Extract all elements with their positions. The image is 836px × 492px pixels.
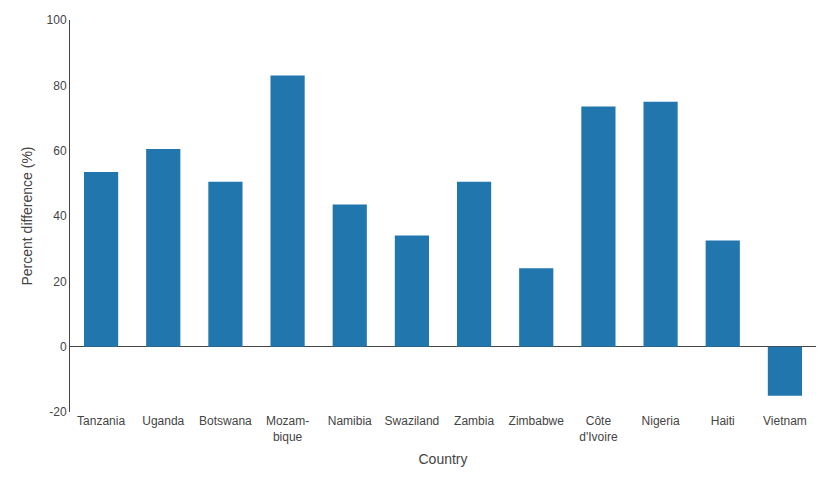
svg-text:Tanzania: Tanzania bbox=[77, 414, 125, 428]
svg-text:100: 100 bbox=[47, 13, 67, 27]
svg-text:20: 20 bbox=[53, 275, 67, 289]
svg-text:Namibia: Namibia bbox=[328, 414, 372, 428]
svg-text:Swaziland: Swaziland bbox=[385, 414, 440, 428]
svg-text:80: 80 bbox=[53, 79, 67, 93]
svg-text:Haiti: Haiti bbox=[711, 414, 735, 428]
svg-text:Botswana: Botswana bbox=[199, 414, 252, 428]
svg-text:Uganda: Uganda bbox=[142, 414, 184, 428]
svg-text:Mozam-bique: Mozam-bique bbox=[266, 414, 309, 444]
svg-text:Vietnam: Vietnam bbox=[763, 414, 807, 428]
svg-text:-20: -20 bbox=[49, 405, 67, 419]
svg-text:Percent difference (%): Percent difference (%) bbox=[19, 146, 35, 285]
svg-text:Nigeria: Nigeria bbox=[642, 414, 680, 428]
svg-text:Côted'Ivoire: Côted'Ivoire bbox=[579, 414, 618, 444]
svg-text:40: 40 bbox=[53, 209, 67, 223]
svg-text:60: 60 bbox=[53, 144, 67, 158]
svg-text:Country: Country bbox=[418, 451, 467, 467]
svg-text:Zimbabwe: Zimbabwe bbox=[509, 414, 565, 428]
svg-text:0: 0 bbox=[60, 340, 67, 354]
svg-text:Zambia: Zambia bbox=[454, 414, 494, 428]
